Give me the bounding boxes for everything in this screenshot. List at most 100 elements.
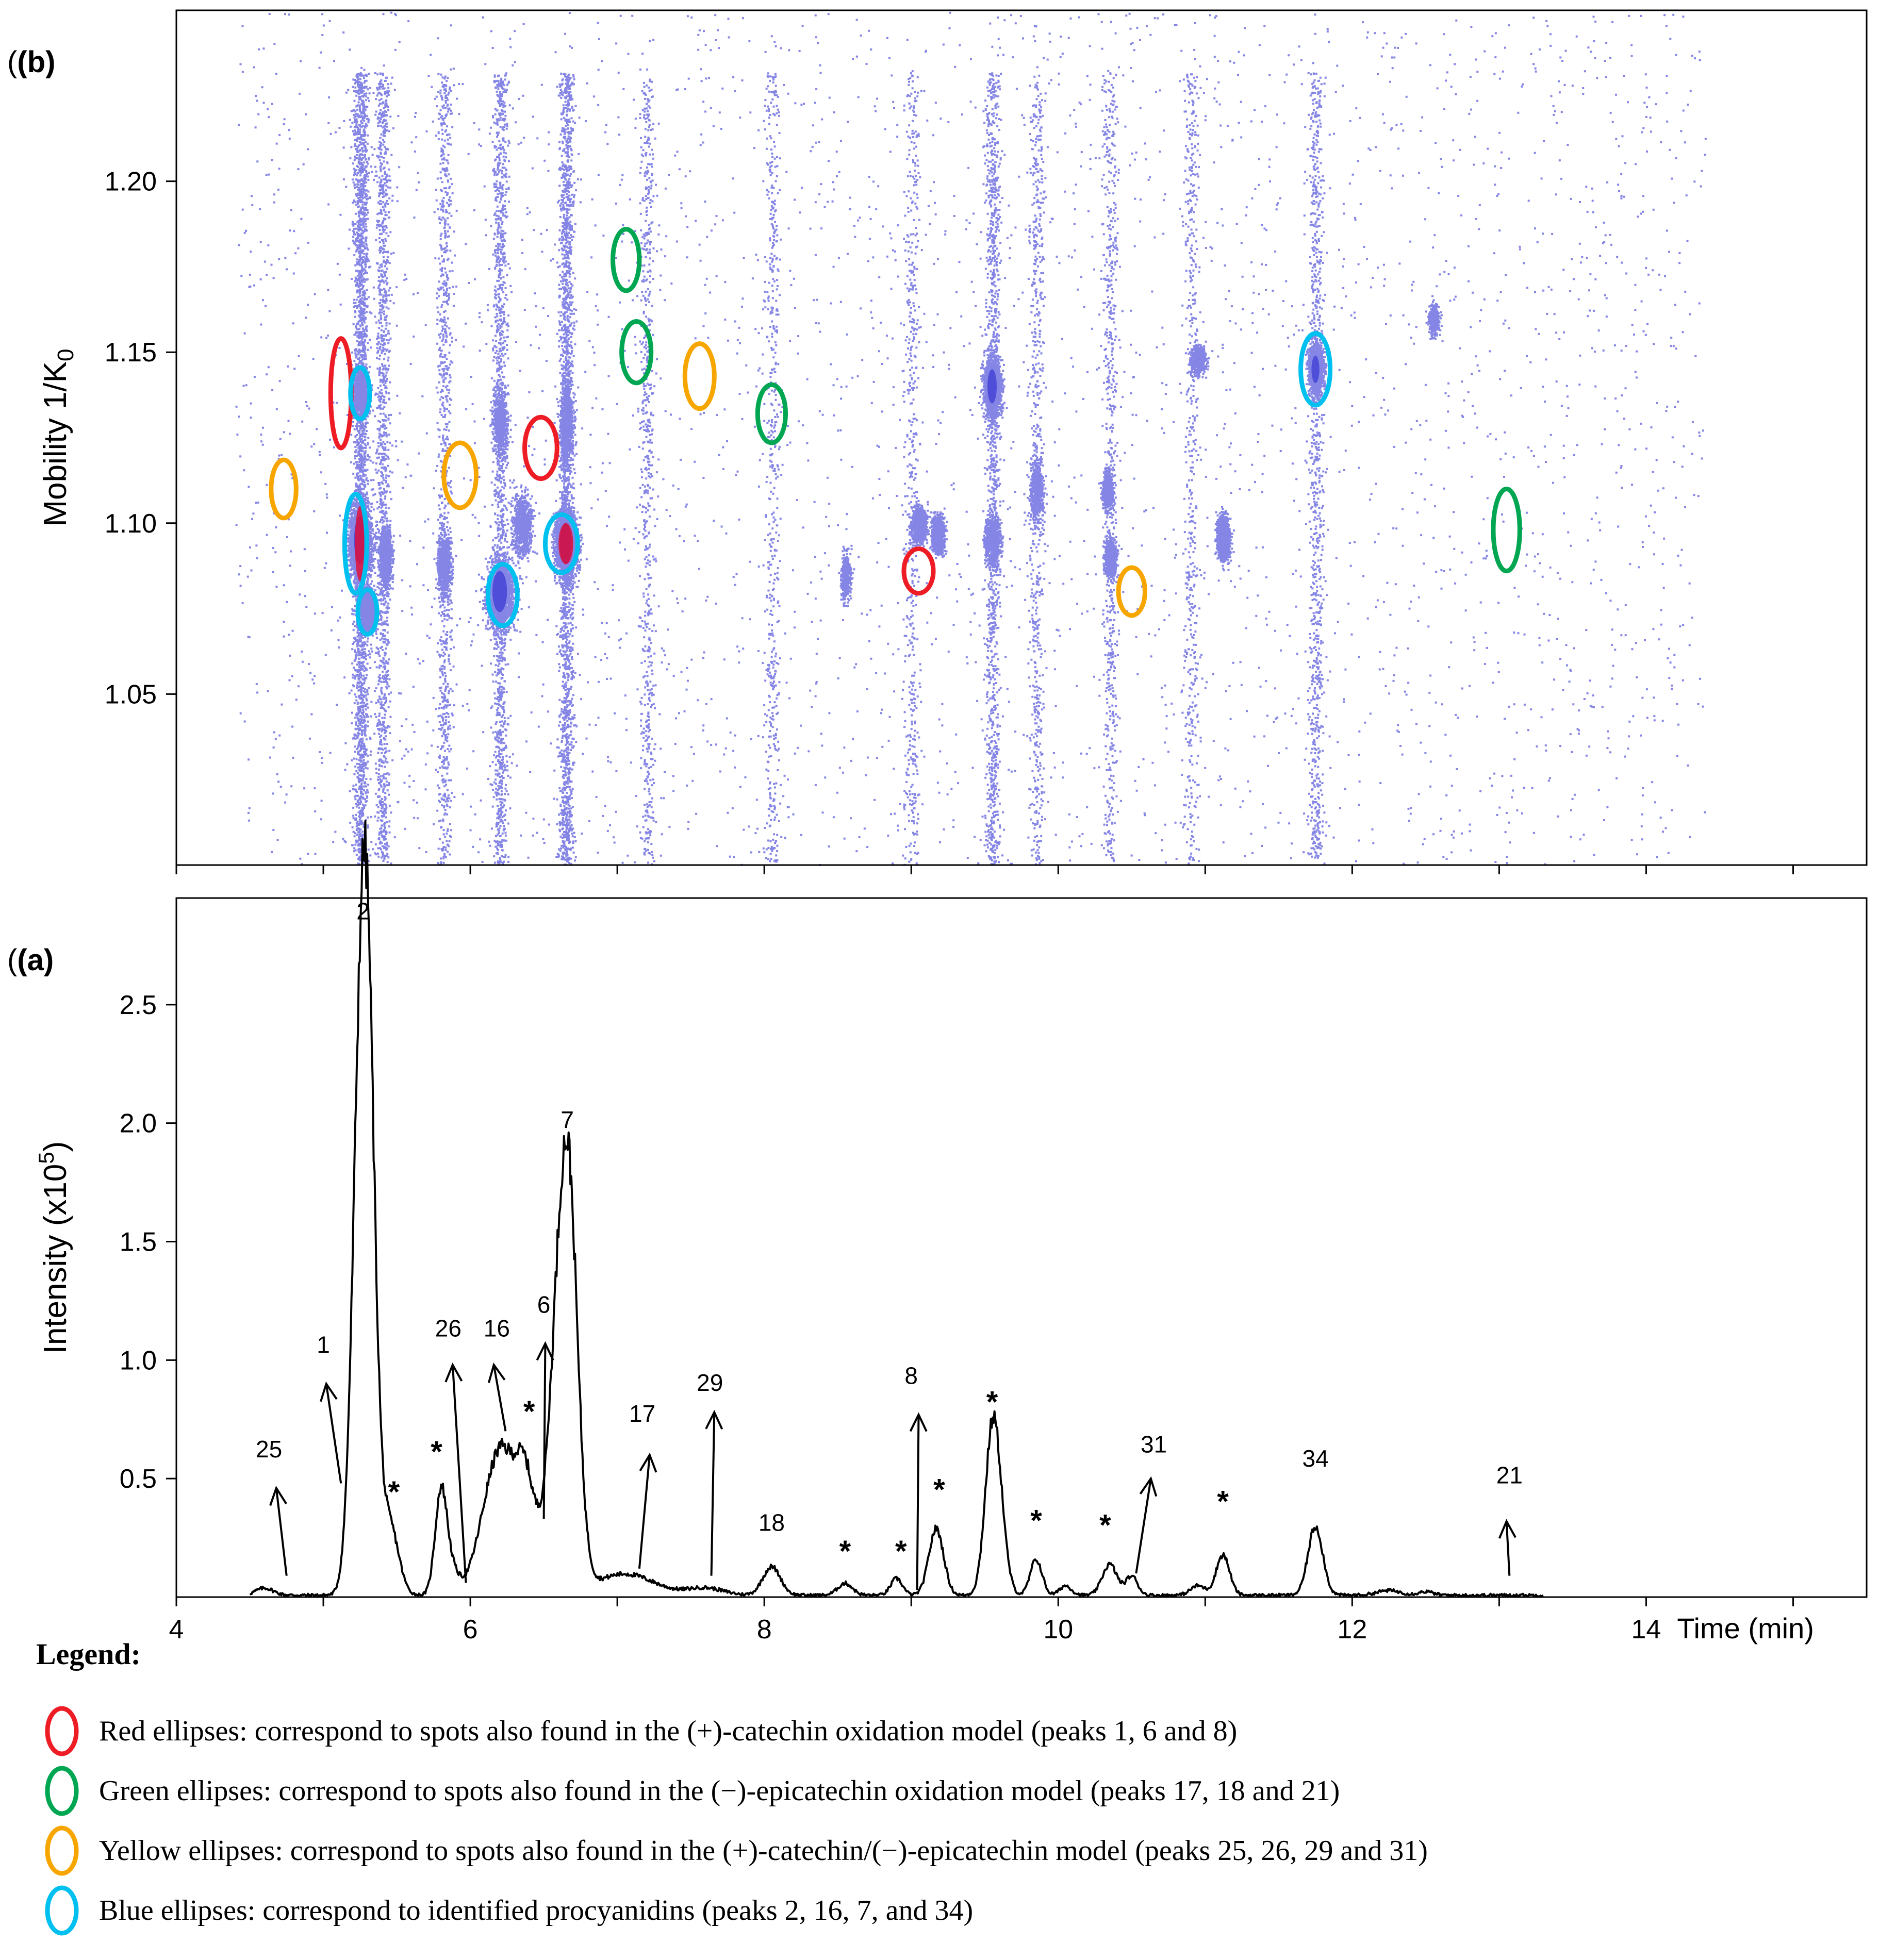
arrow-shaft: [451, 1365, 467, 1583]
arrow-head: [909, 1412, 928, 1432]
chromatogram-x-tick-label: 8: [757, 1615, 772, 1645]
chromatogram-y-axis-label: Intensity (x105): [34, 1141, 73, 1354]
peak-label: 2: [356, 898, 370, 924]
peak-label: 34: [1303, 1445, 1329, 1472]
star-label: *: [388, 1475, 400, 1509]
peak-label: 18: [759, 1509, 785, 1536]
star-label: *: [839, 1535, 851, 1568]
chromatogram-y-tick-label: 2.0: [120, 1109, 157, 1139]
chromatogram-x-axis-label: Time (min): [1677, 1612, 1814, 1645]
heatmap-spots: [235, 11, 1707, 867]
arrow-head: [1139, 1476, 1158, 1497]
chromatogram-frame: [175, 897, 1868, 1598]
heatmap-core-18: [1311, 355, 1320, 383]
arrow-head: [269, 1485, 287, 1506]
red-ellipse: [901, 546, 936, 596]
heatmap-y-axis: 1.05 1.10 1.15 1.20: [105, 167, 176, 709]
arrow-shaft: [492, 1365, 507, 1432]
chromatogram-x-tick-label: 14: [1631, 1615, 1661, 1645]
legend-text-blue: Blue ellipses: correspond to identified …: [99, 1895, 974, 1926]
peak-label: 8: [904, 1362, 918, 1389]
legend-item-green: Green ellipses: correspond to spots also…: [36, 1761, 1872, 1821]
chromatogram-x-tick-label: 4: [169, 1615, 184, 1645]
legend-text-yellow: Yellow ellipses: correspond to spots als…: [99, 1835, 1428, 1867]
peak-label: 25: [256, 1436, 282, 1463]
red-ellipse-icon: [45, 1706, 79, 1756]
arrow-shaft: [275, 1488, 288, 1576]
chromatogram-x-tick-label: 12: [1337, 1615, 1367, 1645]
legend-text-green: Green ellipses: correspond to spots also…: [99, 1775, 1340, 1807]
panel-b-letter: (b): [17, 45, 55, 79]
chromatogram-y-tick-label: 1.0: [120, 1346, 157, 1375]
peak-arrows: [269, 1341, 1517, 1590]
heatmap-dots: [235, 11, 1707, 867]
legend-item-red: Red ellipses: correspond to spots also f…: [36, 1701, 1872, 1761]
peak-label: 17: [629, 1400, 655, 1427]
heatmap-y-tick-label: 1.10: [105, 509, 157, 539]
red-ellipse: [522, 414, 559, 481]
arrow-head: [488, 1363, 506, 1383]
arrow-shaft: [325, 1384, 342, 1484]
green-ellipse: [611, 226, 642, 293]
arrow-shaft: [542, 1343, 547, 1519]
arrow-shaft: [638, 1455, 651, 1569]
arrow-head: [320, 1381, 338, 1402]
arrow-head: [444, 1362, 463, 1383]
mobility-heatmap-panel: ((b) 1.05 1.10 1.15 1.20 Mobility 1/K0: [7, 9, 1868, 874]
green-ellipse: [755, 382, 788, 445]
green-ellipse: [619, 319, 654, 386]
chromatogram-x-tick-label: 6: [463, 1615, 478, 1645]
arrow-head: [639, 1452, 657, 1473]
legend: Legend: Red ellipses: correspond to spot…: [36, 1637, 1872, 1940]
yellow-ellipse-icon: [45, 1825, 79, 1876]
chromatogram-trace: [250, 820, 1544, 1598]
peak-label: 6: [537, 1291, 551, 1318]
chromatogram-x-tick-label: 10: [1043, 1615, 1073, 1645]
star-label: *: [431, 1435, 442, 1469]
green-ellipse-icon: [45, 1766, 79, 1816]
star-label: *: [523, 1395, 535, 1429]
panel-a-label: ((a): [7, 943, 54, 977]
legend-title: Legend:: [36, 1637, 141, 1671]
star-label: *: [1217, 1485, 1229, 1519]
peak-label: 21: [1496, 1461, 1523, 1488]
yellow-ellipse: [269, 457, 299, 521]
legend-item-blue: Blue ellipses: correspond to identified …: [36, 1881, 1872, 1940]
legend-text-red: Red ellipses: correspond to spots also f…: [99, 1715, 1238, 1747]
blue-ellipse: [348, 365, 372, 422]
peak-label: 16: [484, 1315, 510, 1341]
blue-ellipse: [355, 587, 380, 637]
blue-ellipse: [485, 561, 520, 628]
heatmap-y-tick-label: 1.15: [105, 338, 157, 368]
green-ellipse: [1491, 486, 1522, 574]
star-label: *: [895, 1535, 907, 1568]
yellow-ellipse: [441, 440, 479, 510]
chromatogram-y-tick-label: 0.5: [120, 1464, 157, 1494]
legend-item-yellow: Yellow ellipses: correspond to spots als…: [36, 1821, 1872, 1881]
star-label: *: [1030, 1504, 1042, 1537]
peak-labels: 2 7 1 26 16 6 8 29 17 25 18 31 34 21 * * * * * * * * * *: [256, 898, 1523, 1568]
star-label: *: [1099, 1508, 1111, 1542]
yellow-ellipse: [682, 341, 717, 411]
panel-a-letter: (a): [17, 943, 54, 977]
peak-label: 7: [561, 1106, 574, 1133]
heatmap-x-ticks: [175, 865, 1794, 874]
heatmap-core-5: [492, 571, 507, 612]
heatmap-core-12: [987, 369, 997, 404]
heatmap-frame: [175, 9, 1868, 866]
arrow-shaft: [1505, 1521, 1511, 1576]
arrow-shaft: [710, 1412, 716, 1576]
heatmap-hot-core-1: [558, 523, 573, 564]
chromatogram-x-axis: 4 6 8 10 12 14: [169, 1597, 1794, 1645]
heatmap-y-tick-label: 1.20: [105, 167, 157, 197]
peak-label: 26: [435, 1315, 461, 1341]
heatmap-y-tick-label: 1.05: [105, 679, 157, 709]
peak-label: 29: [697, 1369, 723, 1396]
blue-ellipse-icon: [45, 1885, 79, 1936]
chromatogram-y-tick-label: 1.5: [120, 1227, 157, 1257]
chromatogram-y-tick-label: 2.5: [120, 990, 157, 1020]
arrow-shaft: [1135, 1478, 1152, 1574]
peak-label: 1: [317, 1332, 330, 1358]
panel-b-label: ((b): [7, 45, 55, 79]
